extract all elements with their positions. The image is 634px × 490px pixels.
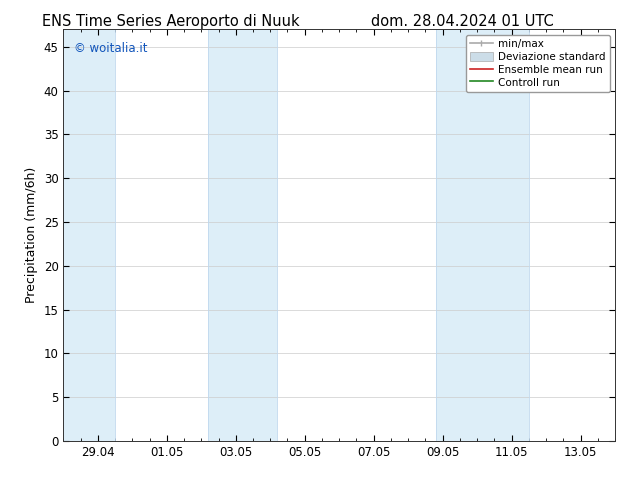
Text: ENS Time Series Aeroporto di Nuuk: ENS Time Series Aeroporto di Nuuk bbox=[42, 14, 300, 29]
Legend: min/max, Deviazione standard, Ensemble mean run, Controll run: min/max, Deviazione standard, Ensemble m… bbox=[466, 35, 610, 92]
Bar bbox=[436, 29, 529, 441]
Bar bbox=[60, 29, 115, 441]
Y-axis label: Precipitation (mm/6h): Precipitation (mm/6h) bbox=[25, 167, 38, 303]
Bar bbox=[208, 29, 277, 441]
Text: © woitalia.it: © woitalia.it bbox=[74, 42, 148, 55]
Text: dom. 28.04.2024 01 UTC: dom. 28.04.2024 01 UTC bbox=[372, 14, 554, 29]
